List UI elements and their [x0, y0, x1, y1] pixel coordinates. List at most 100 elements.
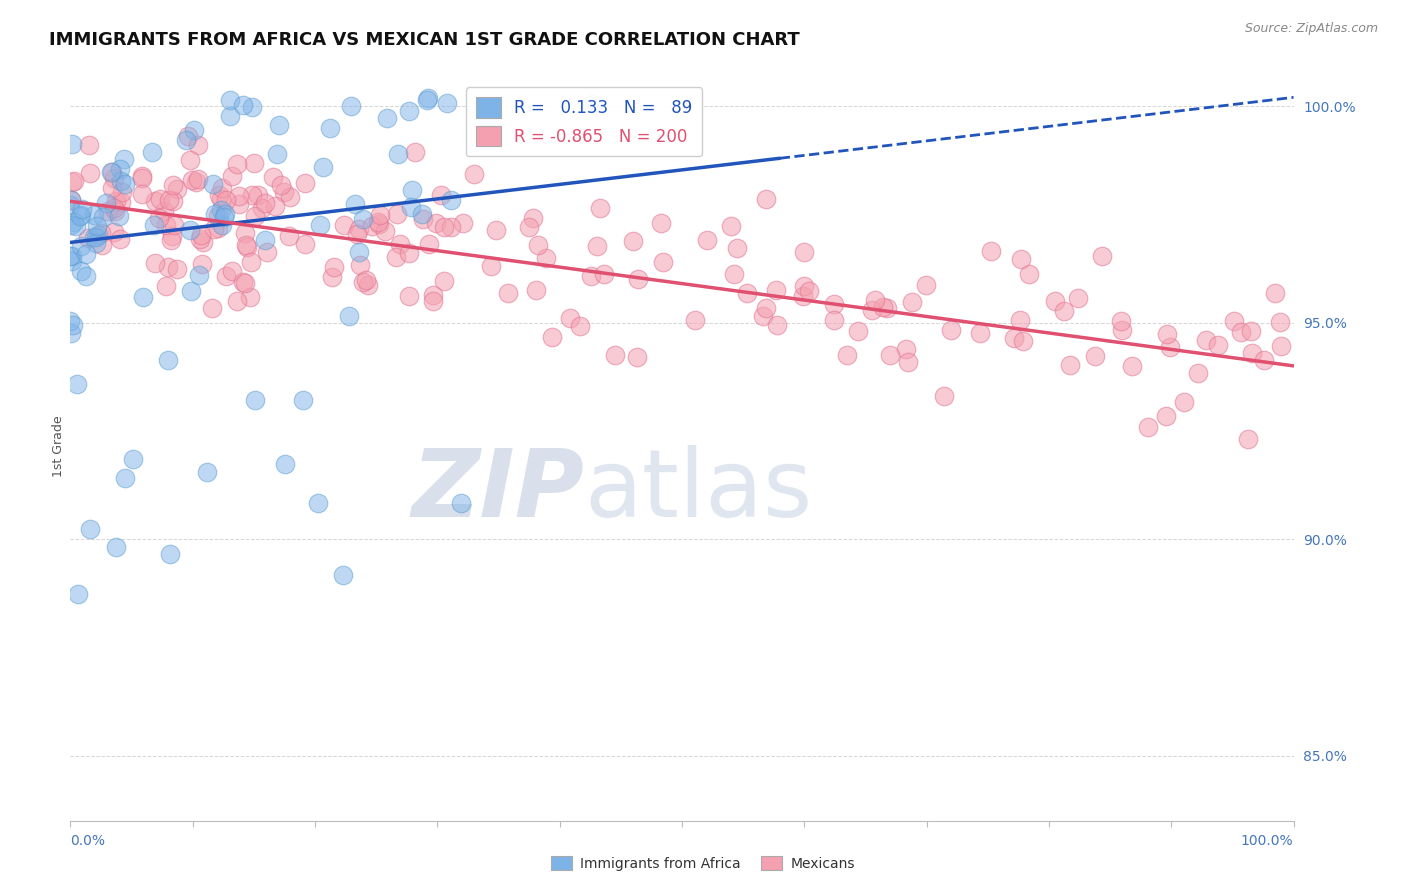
- Point: [451, 216, 474, 230]
- Point: [735, 285, 758, 300]
- Point: [723, 267, 745, 281]
- Point: [685, 313, 707, 327]
- Point: [162, 178, 184, 193]
- Point: [1173, 394, 1195, 409]
- Point: [592, 267, 614, 281]
- Point: [211, 181, 233, 195]
- Point: [349, 258, 371, 272]
- Point: [239, 290, 262, 304]
- Point: [792, 288, 814, 302]
- Point: [132, 290, 155, 304]
- Point: [75, 269, 97, 284]
- Point: [422, 287, 444, 301]
- Point: [84, 230, 107, 244]
- Point: [793, 278, 815, 293]
- Point: [207, 209, 229, 223]
- Point: [368, 208, 391, 222]
- Legend: Immigrants from Africa, Mexicans: Immigrants from Africa, Mexicans: [546, 850, 860, 876]
- Point: [385, 250, 408, 264]
- Point: [101, 165, 124, 179]
- Point: [105, 540, 128, 554]
- Legend: R =   0.133   N =   89, R = -0.865   N = 200: R = 0.133 N = 89, R = -0.865 N = 200: [465, 87, 703, 156]
- Point: [214, 207, 236, 221]
- Point: [174, 133, 197, 147]
- Point: [209, 202, 232, 217]
- Point: [235, 276, 257, 290]
- Point: [846, 324, 869, 338]
- Point: [142, 219, 165, 233]
- Point: [110, 174, 132, 188]
- Point: [263, 169, 285, 184]
- Point: [368, 218, 391, 232]
- Point: [253, 196, 276, 211]
- Point: [225, 294, 247, 309]
- Point: [1187, 366, 1209, 380]
- Point: [60, 254, 83, 268]
- Point: [398, 245, 420, 260]
- Point: [969, 326, 991, 341]
- Point: [207, 221, 229, 235]
- Point: [100, 165, 122, 179]
- Point: [823, 313, 845, 327]
- Point: [87, 228, 110, 243]
- Point: [278, 229, 301, 244]
- Point: [332, 567, 354, 582]
- Point: [278, 190, 301, 204]
- Point: [1137, 419, 1160, 434]
- Point: [79, 522, 101, 536]
- Point: [233, 226, 256, 240]
- Point: [720, 219, 742, 233]
- Point: [450, 496, 472, 510]
- Point: [70, 264, 93, 278]
- Point: [59, 314, 82, 328]
- Point: [201, 177, 224, 191]
- Point: [418, 237, 440, 252]
- Point: [1156, 327, 1178, 342]
- Point: [346, 227, 368, 241]
- Point: [131, 169, 153, 183]
- Point: [1206, 338, 1229, 352]
- Point: [62, 318, 84, 332]
- Point: [84, 235, 107, 250]
- Point: [416, 90, 439, 104]
- Point: [208, 187, 231, 202]
- Point: [797, 284, 820, 298]
- Point: [267, 118, 290, 132]
- Point: [188, 232, 211, 246]
- Point: [86, 219, 108, 234]
- Point: [215, 268, 238, 283]
- Point: [1240, 324, 1263, 338]
- Point: [232, 276, 254, 290]
- Point: [1264, 285, 1286, 300]
- Point: [1111, 322, 1133, 336]
- Point: [148, 211, 170, 226]
- Point: [1195, 333, 1218, 347]
- Point: [1230, 325, 1253, 339]
- Point: [541, 330, 564, 344]
- Point: [111, 185, 134, 199]
- Point: [319, 121, 342, 136]
- Point: [162, 194, 184, 208]
- Text: IMMIGRANTS FROM AFRICA VS MEXICAN 1ST GRADE CORRELATION CHART: IMMIGRANTS FROM AFRICA VS MEXICAN 1ST GR…: [49, 31, 800, 49]
- Point: [240, 187, 263, 202]
- Point: [1223, 314, 1246, 328]
- Point: [1241, 345, 1264, 359]
- Point: [162, 218, 184, 232]
- Point: [219, 109, 242, 123]
- Point: [266, 147, 288, 161]
- Point: [157, 193, 180, 207]
- Point: [896, 342, 918, 356]
- Point: [309, 218, 332, 232]
- Point: [183, 123, 205, 137]
- Point: [59, 326, 82, 340]
- Point: [90, 226, 112, 240]
- Point: [294, 176, 316, 190]
- Point: [623, 235, 645, 249]
- Point: [1067, 291, 1090, 305]
- Point: [77, 231, 100, 245]
- Point: [755, 301, 778, 315]
- Point: [91, 210, 114, 224]
- Point: [349, 222, 371, 236]
- Point: [108, 232, 131, 246]
- Point: [141, 145, 163, 160]
